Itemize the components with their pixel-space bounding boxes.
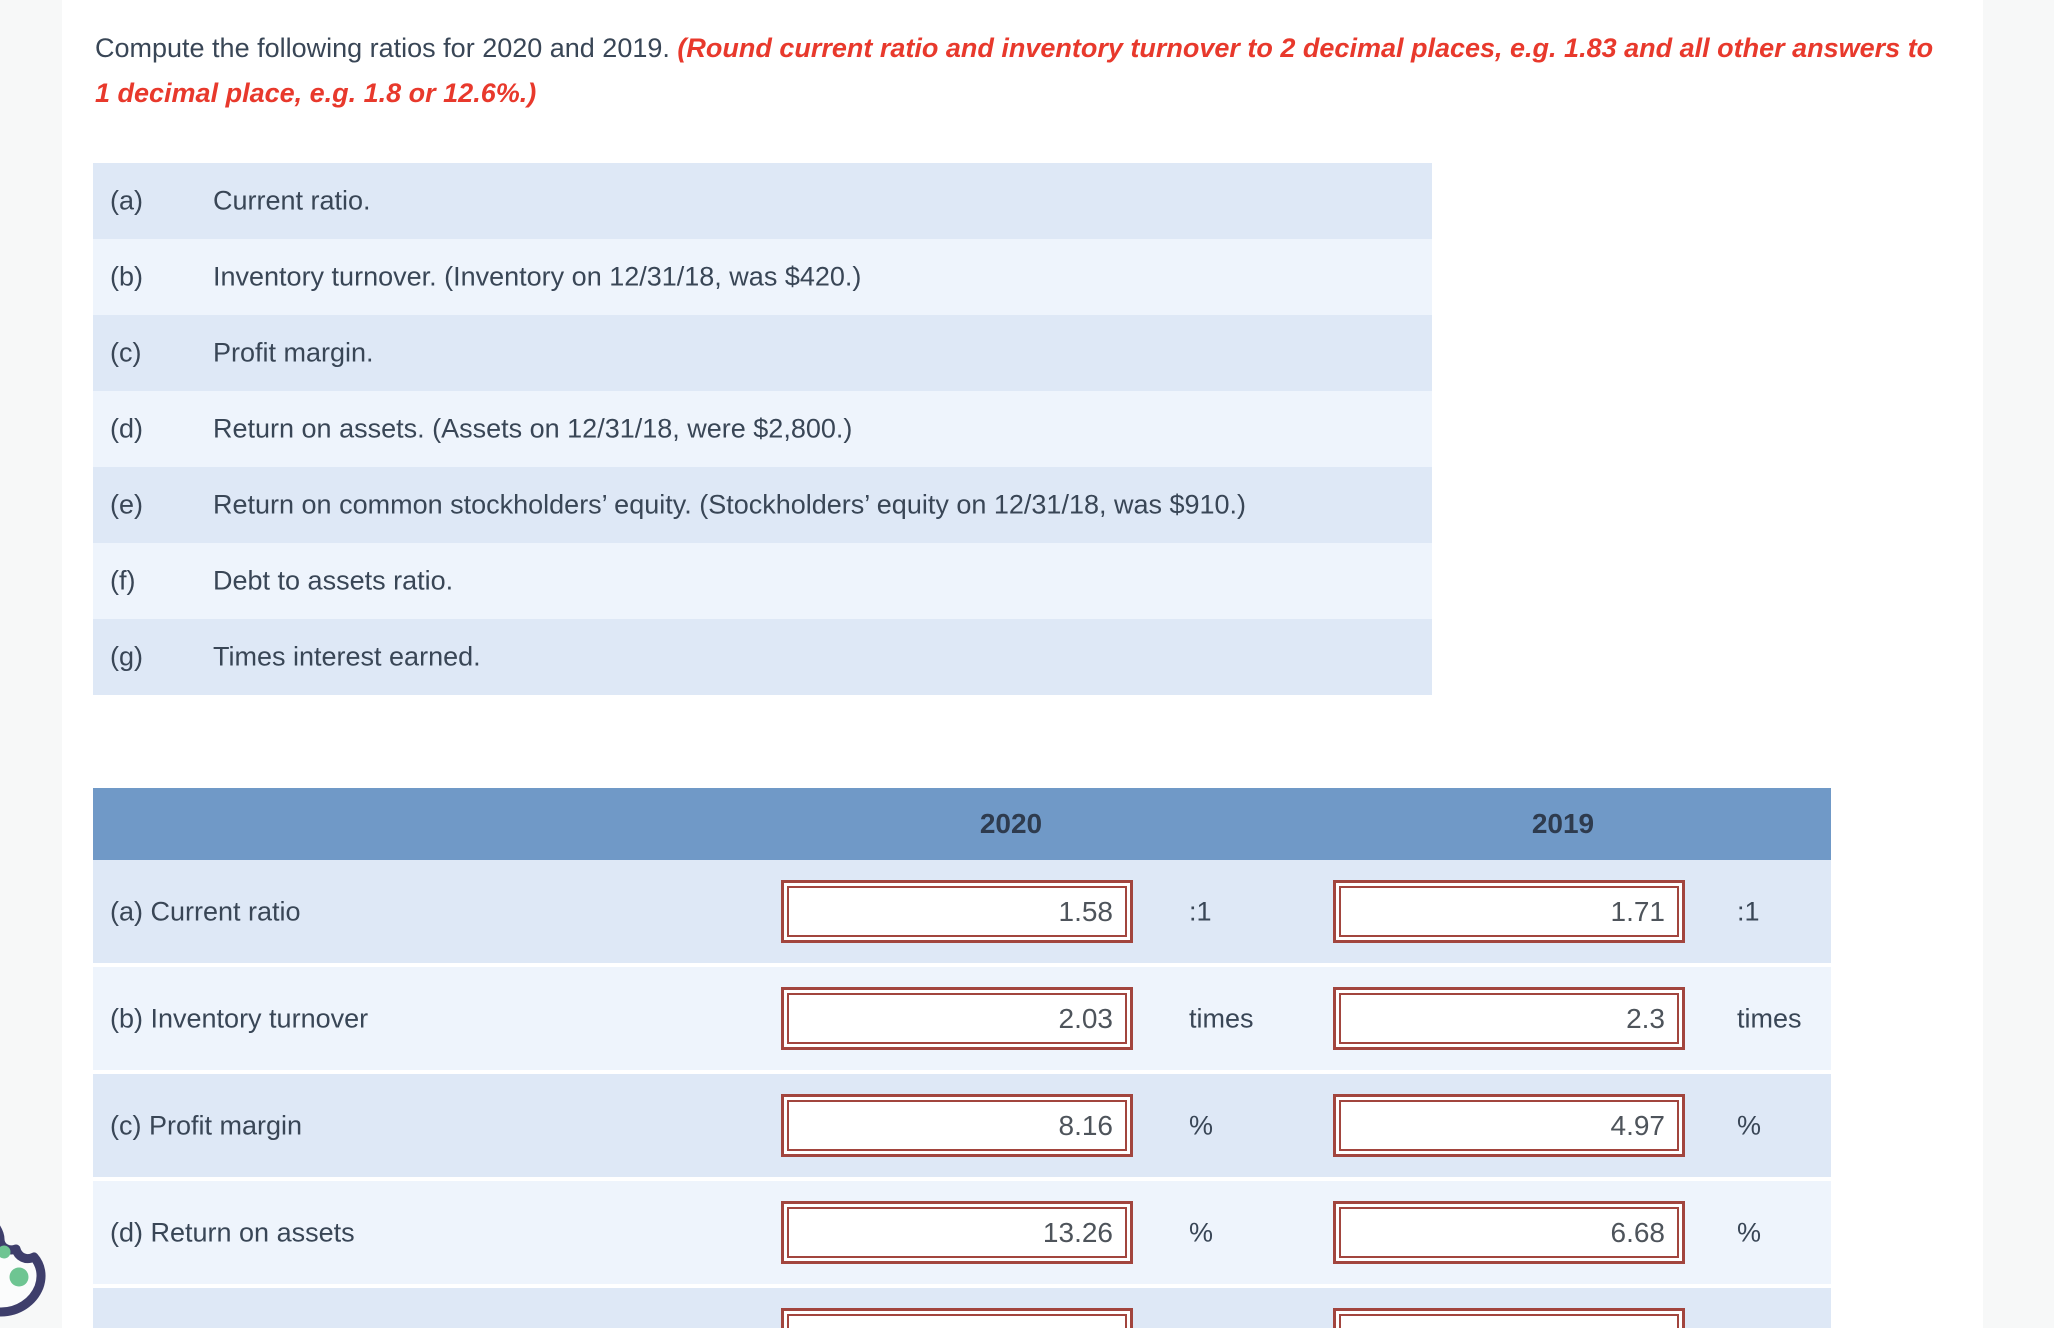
answer-table: 2020 2019 (a) Current ratio :1 :1 (b) In… — [93, 788, 1831, 1328]
question-rounding-note: (Round current ratio and inventory turno… — [95, 33, 1934, 108]
answer-input-2019[interactable] — [1339, 1314, 1679, 1328]
unit-label: % — [1189, 1217, 1214, 1247]
unit-label: % — [1189, 1110, 1214, 1140]
row-label: (b) Inventory turnover — [110, 1003, 369, 1033]
requirement-letter: (g) — [110, 641, 143, 672]
requirement-text: Return on assets. (Assets on 12/31/18, w… — [213, 413, 853, 444]
answer-input-2020[interactable] — [787, 1314, 1127, 1328]
answer-box-frame — [1333, 880, 1685, 943]
answer-box-frame — [1333, 1094, 1685, 1157]
answer-table-header: 2020 2019 — [93, 788, 1831, 860]
answer-input-2020[interactable] — [787, 1100, 1127, 1151]
requirement-text: Current ratio. — [213, 185, 371, 216]
answer-input-2020[interactable] — [787, 993, 1127, 1044]
row-label: (d) Return on assets — [110, 1217, 355, 1247]
table-row-return-on-assets: (d) Return on assets % % — [93, 1181, 1831, 1284]
left-gutter — [0, 0, 62, 1328]
answer-input-2019[interactable] — [1339, 886, 1679, 937]
requirement-letter: (e) — [110, 489, 143, 520]
answer-box-frame — [781, 880, 1133, 943]
table-row-return-on-equity-partial: (e) Return on common stockholders’ equit… — [93, 1288, 1831, 1328]
requirement-row-a: (a) Current ratio. — [93, 163, 1432, 239]
answer-input-2019[interactable] — [1339, 993, 1679, 1044]
table-row-current-ratio: (a) Current ratio :1 :1 — [93, 860, 1831, 963]
row-label: (c) Profit margin — [110, 1110, 303, 1140]
answer-box-frame — [781, 1201, 1133, 1264]
requirement-letter: (c) — [110, 337, 142, 368]
requirement-row-e: (e) Return on common stockholders’ equit… — [93, 467, 1432, 543]
question-text-main: Compute the following ratios for 2020 an… — [95, 33, 678, 63]
requirement-text: Inventory turnover. (Inventory on 12/31/… — [213, 261, 862, 292]
requirement-row-b: (b) Inventory turnover. (Inventory on 12… — [93, 239, 1432, 315]
answer-box-frame — [1333, 1201, 1685, 1264]
requirement-row-g: (g) Times interest earned. — [93, 619, 1432, 695]
answer-input-2019[interactable] — [1339, 1207, 1679, 1258]
answer-input-2020[interactable] — [787, 886, 1127, 937]
row-label: (a) Current ratio — [110, 896, 301, 926]
answer-box-frame — [781, 1308, 1133, 1328]
requirement-letter: (d) — [110, 413, 143, 444]
answer-box-frame — [1333, 987, 1685, 1050]
table-row-inventory-turnover: (b) Inventory turnover times times — [93, 967, 1831, 1070]
table-row-profit-margin: (c) Profit margin % % — [93, 1074, 1831, 1177]
unit-label: times — [1189, 1003, 1254, 1033]
answer-box-frame — [781, 1094, 1133, 1157]
requirement-letter: (a) — [110, 185, 143, 216]
column-header-2020: 2020 — [979, 808, 1043, 839]
column-header-2019: 2019 — [1531, 808, 1595, 839]
answer-box-frame — [1333, 1308, 1685, 1328]
right-gutter — [1983, 0, 2054, 1328]
answer-input-2020[interactable] — [787, 1207, 1127, 1258]
requirement-text: Times interest earned. — [213, 641, 481, 672]
answer-box-frame — [781, 987, 1133, 1050]
requirement-text: Debt to assets ratio. — [213, 565, 454, 596]
requirement-text: Return on common stockholders’ equity. (… — [213, 489, 1247, 520]
requirement-row-f: (f) Debt to assets ratio. — [93, 543, 1432, 619]
requirement-letter: (b) — [110, 261, 143, 292]
answer-input-2019[interactable] — [1339, 1100, 1679, 1151]
unit-label: times — [1737, 1003, 1802, 1033]
requirements-list: (a) Current ratio. (b) Inventory turnove… — [93, 163, 1432, 695]
question-text: Compute the following ratios for 2020 an… — [95, 26, 1950, 116]
unit-label: % — [1737, 1110, 1762, 1140]
unit-label: :1 — [1737, 896, 1760, 926]
requirement-row-c: (c) Profit margin. — [93, 315, 1432, 391]
cookie-icon[interactable] — [0, 1215, 50, 1327]
requirement-text: Profit margin. — [213, 337, 374, 368]
requirement-letter: (f) — [110, 565, 136, 596]
unit-label: :1 — [1189, 896, 1212, 926]
requirement-row-d: (d) Return on assets. (Assets on 12/31/1… — [93, 391, 1432, 467]
row-label: (e) Return on common stockholders’ equit… — [110, 1324, 624, 1328]
unit-label: % — [1737, 1217, 1762, 1247]
